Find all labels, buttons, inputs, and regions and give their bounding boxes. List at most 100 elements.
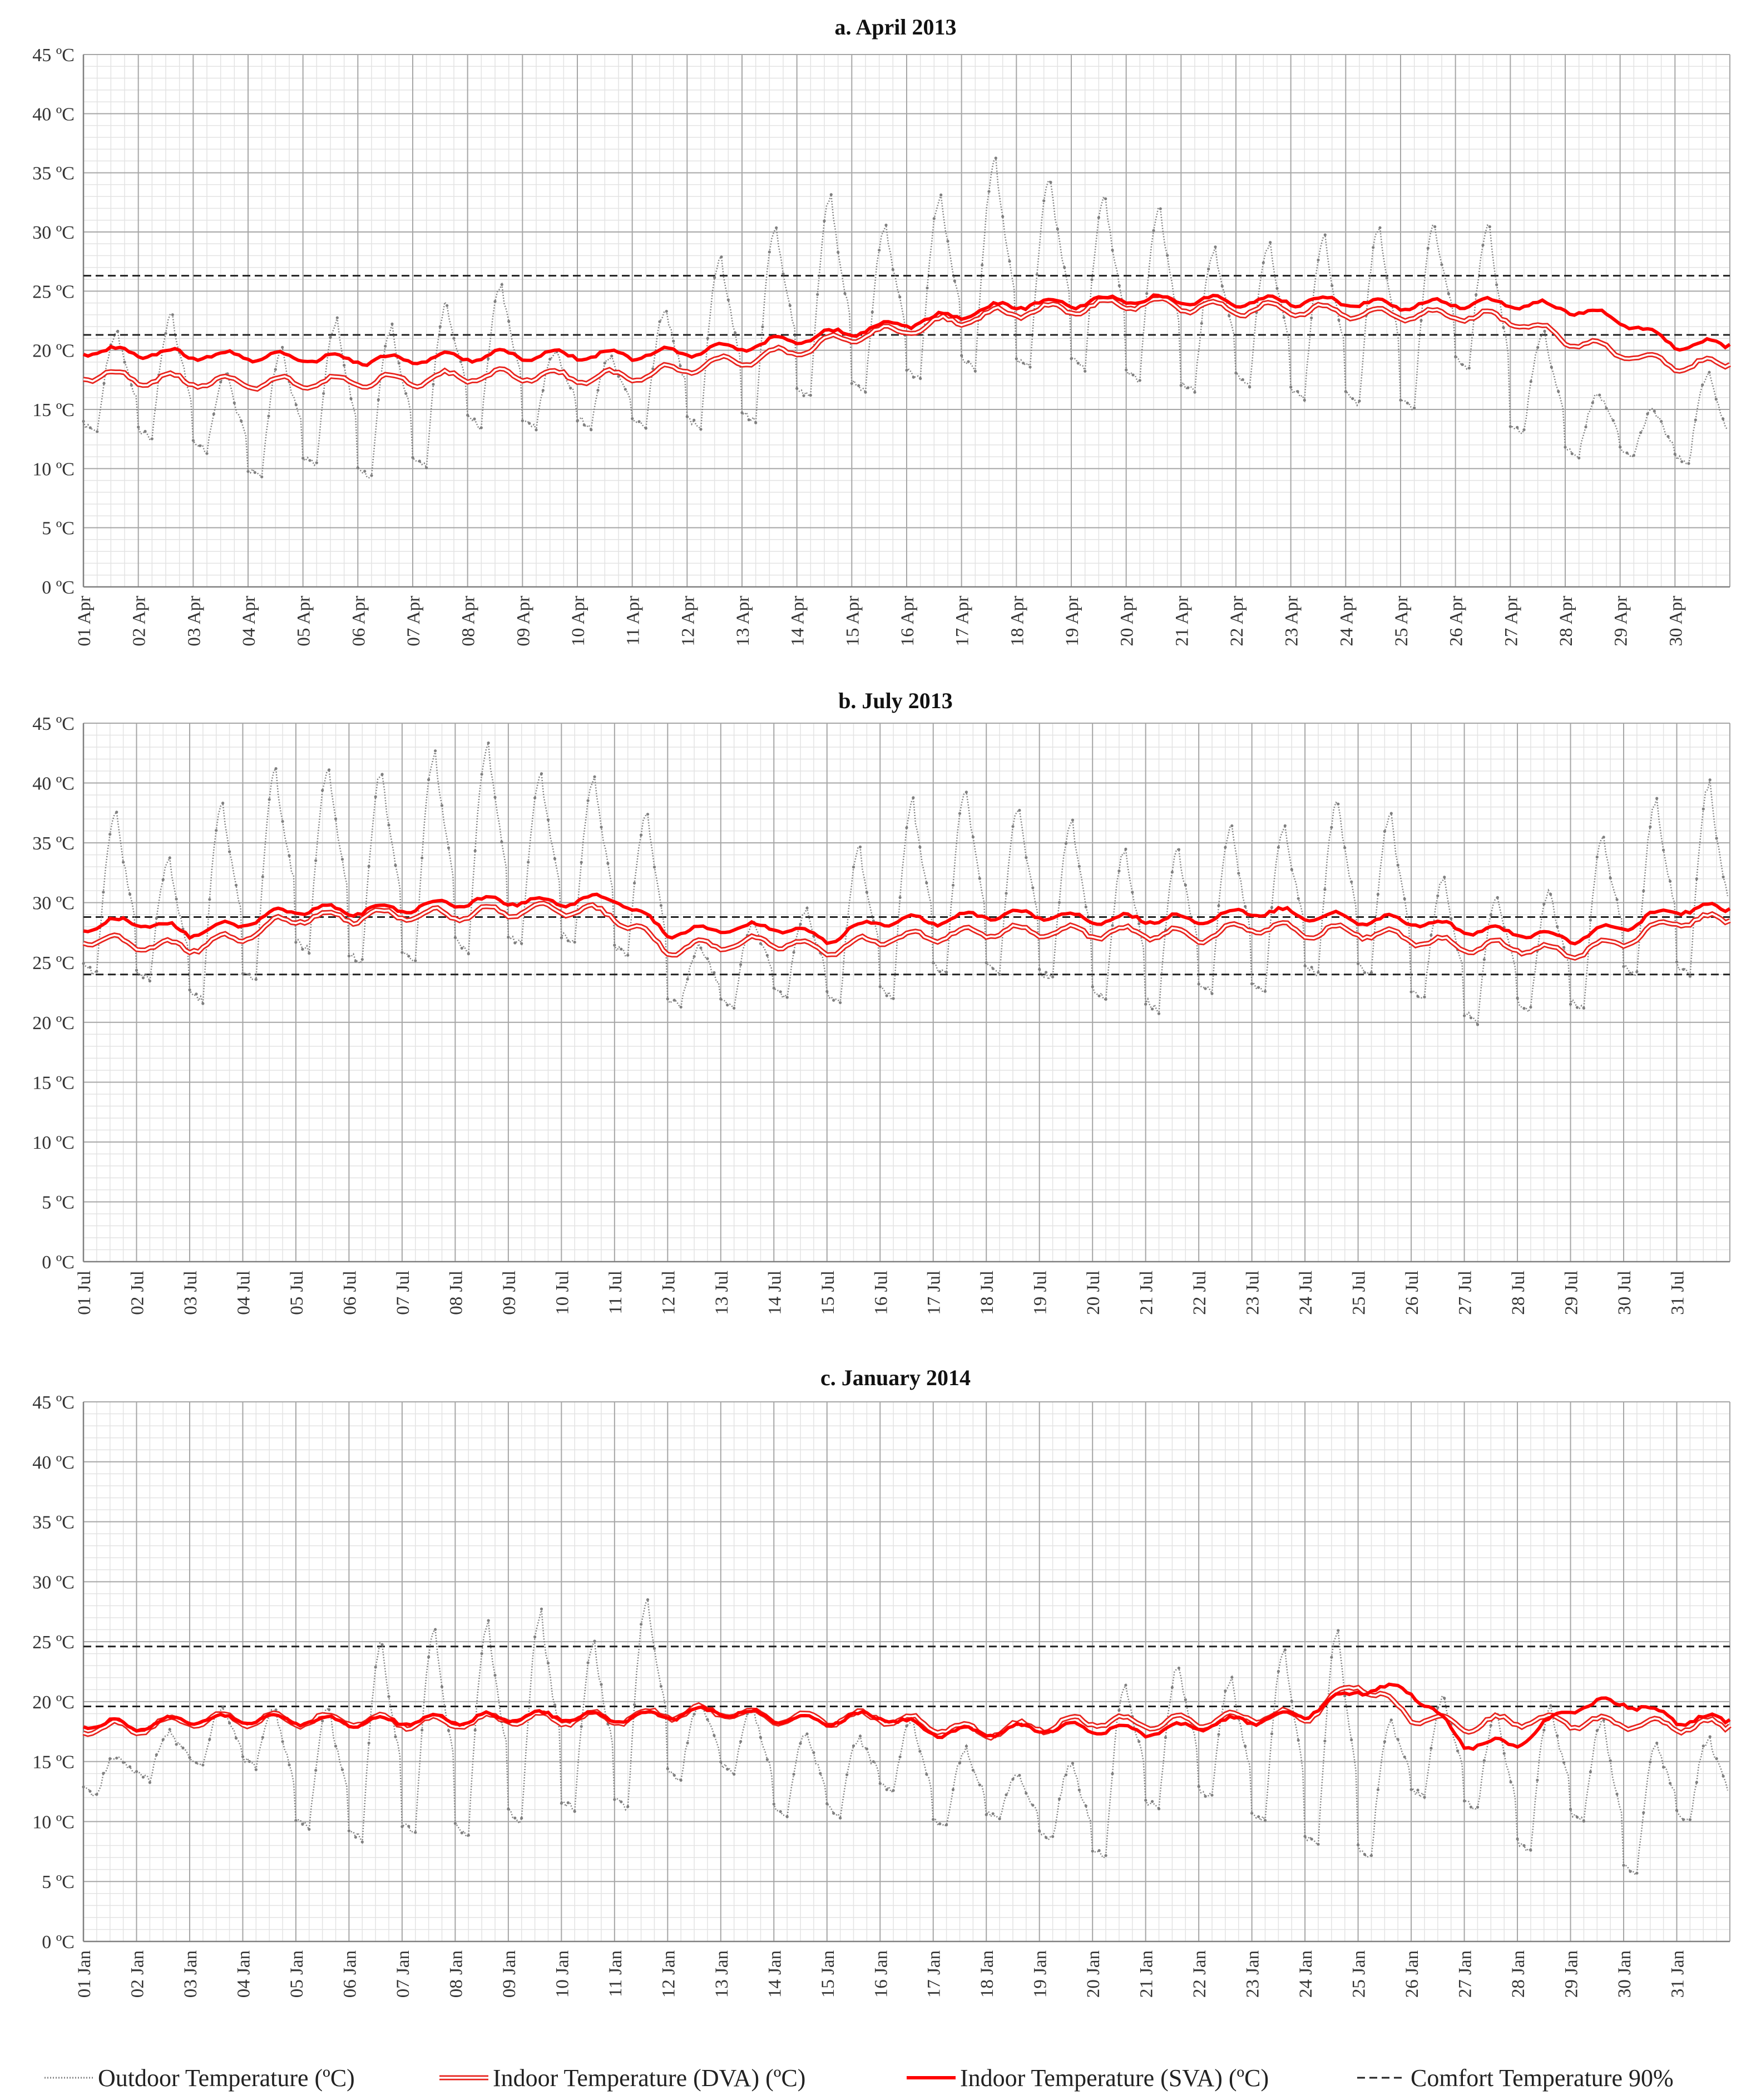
- outdoor-point: [1589, 1770, 1592, 1773]
- outdoor-point: [540, 772, 543, 775]
- x-tick-label: 06 Jul: [340, 1271, 360, 1315]
- y-tick-label: 20 ºC: [32, 1013, 75, 1034]
- outdoor-point: [1214, 245, 1217, 249]
- outdoor-point: [1166, 254, 1169, 257]
- y-tick-label: 45 ºC: [32, 1392, 75, 1413]
- x-tick-label: 31 Jul: [1668, 1271, 1688, 1315]
- outdoor-point: [1289, 386, 1293, 389]
- legend: Outdoor Temperature (ºC) Indoor Temperatu…: [44, 2064, 1674, 2092]
- outdoor-point: [521, 419, 524, 423]
- outdoor-point: [845, 1773, 849, 1776]
- outdoor-point: [1224, 1689, 1227, 1693]
- outdoor-point: [951, 1788, 955, 1791]
- outdoor-point: [1337, 318, 1341, 322]
- outdoor-point: [1018, 809, 1021, 812]
- outdoor-point: [155, 1753, 158, 1756]
- outdoor-point: [1351, 397, 1354, 401]
- legend-label: Indoor Temperature (SVA) (ºC): [960, 2064, 1269, 2092]
- outdoor-point: [1694, 418, 1697, 422]
- x-tick-label: 08 Jan: [446, 1950, 466, 1998]
- outdoor-point: [1642, 1811, 1645, 1815]
- outdoor-point: [1159, 207, 1162, 210]
- outdoor-point: [566, 1801, 570, 1805]
- outdoor-point: [652, 866, 656, 869]
- outdoor-point: [596, 389, 600, 392]
- y-tick-label: 30 ºC: [32, 893, 75, 914]
- outdoor-point: [427, 778, 431, 782]
- outdoor-point: [1045, 1836, 1048, 1839]
- outdoor-point: [260, 475, 264, 478]
- outdoor-point: [1389, 1718, 1393, 1722]
- outdoor-point: [1489, 1724, 1492, 1727]
- outdoor-point: [829, 193, 833, 196]
- outdoor-point: [195, 992, 198, 996]
- x-tick-label: 10 Apr: [568, 596, 588, 646]
- outdoor-point: [228, 850, 231, 853]
- outdoor-point: [1701, 807, 1705, 811]
- outdoor-point: [580, 861, 583, 864]
- outdoor-point: [905, 1724, 908, 1727]
- x-tick-label: 05 Jan: [287, 1950, 307, 1998]
- x-tick-label: 02 Apr: [130, 596, 150, 646]
- outdoor-point: [925, 1772, 928, 1776]
- outdoor-point: [215, 829, 218, 832]
- outdoor-point: [1708, 778, 1712, 782]
- outdoor-point: [912, 796, 915, 799]
- y-tick-label: 5 ºC: [42, 1872, 75, 1893]
- x-tick-label: 15 Apr: [843, 596, 863, 646]
- x-tick-label: 10 Jan: [552, 1950, 572, 1998]
- outdoor-point: [1595, 1729, 1599, 1732]
- x-tick-label: 25 Jul: [1349, 1271, 1369, 1315]
- outdoor-point: [281, 345, 284, 349]
- outdoor-point: [1622, 1864, 1625, 1867]
- outdoor-point: [905, 826, 908, 829]
- outdoor-point: [1598, 393, 1601, 397]
- outdoor-point: [1629, 971, 1632, 975]
- outdoor-point: [620, 947, 623, 951]
- outdoor-point: [1409, 990, 1413, 994]
- outdoor-point: [1615, 1792, 1619, 1796]
- x-tick-label: 11 Jul: [606, 1271, 626, 1315]
- outdoor-point: [792, 1772, 795, 1776]
- outdoor-point: [1164, 1736, 1168, 1739]
- outdoor-point: [699, 946, 703, 950]
- outdoor-point: [1602, 1718, 1605, 1722]
- outdoor-point: [960, 354, 963, 357]
- outdoor-point: [1330, 284, 1334, 288]
- y-tick-label: 10 ºC: [32, 1133, 75, 1153]
- outdoor-point: [1570, 452, 1574, 456]
- outdoor-point: [1556, 925, 1559, 928]
- outdoor-point: [665, 310, 668, 313]
- outdoor-point: [1695, 877, 1698, 881]
- outdoor-point: [1031, 886, 1035, 890]
- outdoor-point: [1632, 454, 1635, 457]
- outdoor-point: [1303, 398, 1306, 402]
- outdoor-point: [1655, 797, 1659, 800]
- outdoor-point: [819, 1772, 822, 1775]
- y-tick-label: 25 ºC: [32, 1632, 75, 1653]
- x-tick-label: 30 Jan: [1615, 1950, 1635, 1998]
- x-tick-label: 17 Jan: [924, 1950, 944, 1998]
- outdoor-point: [1695, 1781, 1698, 1784]
- outdoor-point: [898, 1755, 902, 1758]
- outdoor-point: [1413, 406, 1416, 409]
- x-tick-label: 06 Jan: [340, 1950, 360, 1998]
- outdoor-point: [1605, 407, 1608, 410]
- outdoor-point: [1337, 802, 1340, 806]
- outdoor-point: [1350, 880, 1353, 883]
- outdoor-point: [779, 990, 782, 994]
- outdoor-point: [781, 272, 785, 275]
- x-tick-label: 21 Jan: [1137, 1950, 1157, 1998]
- outdoor-point: [268, 798, 271, 801]
- outdoor-series: [83, 743, 1729, 1027]
- x-tick-label: 16 Jul: [871, 1271, 891, 1315]
- outdoor-point: [1151, 1800, 1154, 1803]
- outdoor-point: [1529, 380, 1532, 383]
- outdoor-point: [334, 1745, 338, 1748]
- outdoor-point: [360, 958, 364, 961]
- outdoor-point: [1409, 1788, 1413, 1791]
- outdoor-point: [1177, 848, 1180, 851]
- outdoor-point: [603, 362, 606, 365]
- outdoor-point: [453, 1822, 457, 1825]
- outdoor-point: [294, 1819, 298, 1822]
